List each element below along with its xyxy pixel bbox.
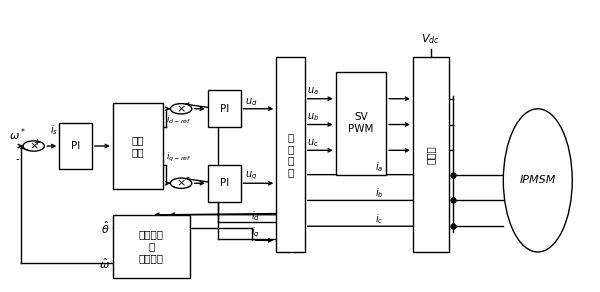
Text: -: - xyxy=(172,181,175,191)
Text: $\hat{\omega}$: $\hat{\omega}$ xyxy=(99,256,110,271)
Text: PI: PI xyxy=(220,178,229,188)
Text: $u_d$: $u_d$ xyxy=(245,96,257,107)
Text: $u_b$: $u_b$ xyxy=(307,112,319,123)
Text: $\times$: $\times$ xyxy=(176,178,186,188)
Text: $u_a$: $u_a$ xyxy=(307,86,319,98)
Text: 逆变器: 逆变器 xyxy=(426,145,436,164)
Circle shape xyxy=(170,178,192,188)
Text: $i_s$: $i_s$ xyxy=(50,124,58,138)
Text: $\times$: $\times$ xyxy=(29,141,38,151)
Bar xyxy=(208,90,241,127)
Text: +: + xyxy=(34,138,40,147)
Bar xyxy=(113,103,163,189)
Ellipse shape xyxy=(503,109,572,252)
Text: $i_a$: $i_a$ xyxy=(375,161,383,174)
Text: $i_{q-ref}$: $i_{q-ref}$ xyxy=(166,151,192,164)
Bar xyxy=(113,215,190,278)
Text: PI: PI xyxy=(71,141,80,151)
Bar xyxy=(276,57,305,252)
Text: $\times$: $\times$ xyxy=(176,104,186,114)
Text: $u_q$: $u_q$ xyxy=(245,170,257,182)
Text: -: - xyxy=(25,144,28,154)
Bar xyxy=(335,72,386,175)
Text: PI: PI xyxy=(220,104,229,114)
Text: $V_{dc}$: $V_{dc}$ xyxy=(421,32,440,46)
Text: $i_{d-ref}$: $i_{d-ref}$ xyxy=(166,114,192,126)
Text: 转子位置
与
转速估算: 转子位置 与 转速估算 xyxy=(139,230,164,263)
Text: IPMSM: IPMSM xyxy=(520,175,556,185)
Text: SV
PWM: SV PWM xyxy=(348,112,374,134)
Bar xyxy=(413,57,449,252)
Bar xyxy=(59,123,92,169)
Text: $u_c$: $u_c$ xyxy=(307,137,319,149)
Text: $i_d$: $i_d$ xyxy=(251,209,260,223)
Circle shape xyxy=(170,104,192,114)
Circle shape xyxy=(23,141,44,151)
Text: 电流
控制: 电流 控制 xyxy=(132,135,144,157)
Text: $i_c$: $i_c$ xyxy=(375,212,383,226)
Bar xyxy=(208,165,241,202)
Text: -: - xyxy=(172,107,175,117)
Text: 坐
标
变
换: 坐 标 变 换 xyxy=(287,132,293,177)
Text: -: - xyxy=(16,154,19,164)
Text: $i_b$: $i_b$ xyxy=(375,186,383,200)
Text: $\omega^*$: $\omega^*$ xyxy=(9,126,26,143)
Text: $\hat{\theta}$: $\hat{\theta}$ xyxy=(101,220,110,236)
Text: $i_q$: $i_q$ xyxy=(251,226,260,240)
